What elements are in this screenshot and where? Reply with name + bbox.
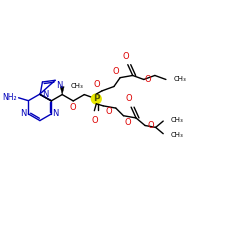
Text: O: O — [70, 103, 76, 112]
Text: N: N — [52, 110, 59, 118]
Text: CH₃: CH₃ — [171, 132, 184, 138]
Circle shape — [92, 94, 101, 104]
Text: N: N — [56, 81, 62, 90]
Text: N: N — [42, 90, 48, 99]
Text: O: O — [145, 75, 152, 84]
Text: O: O — [122, 52, 129, 61]
Text: CH₃: CH₃ — [71, 83, 84, 89]
Text: O: O — [105, 107, 112, 116]
Text: O: O — [126, 94, 132, 103]
Text: O: O — [112, 67, 119, 76]
Text: CH₃: CH₃ — [174, 76, 186, 82]
Text: CH₃: CH₃ — [171, 117, 184, 123]
Text: P: P — [93, 94, 100, 103]
Text: N: N — [20, 110, 26, 118]
Text: O: O — [124, 118, 131, 127]
Text: O: O — [93, 80, 100, 89]
Polygon shape — [60, 87, 64, 94]
Text: O: O — [91, 116, 98, 124]
Text: NH₂: NH₂ — [2, 93, 16, 102]
Text: O: O — [147, 121, 154, 130]
